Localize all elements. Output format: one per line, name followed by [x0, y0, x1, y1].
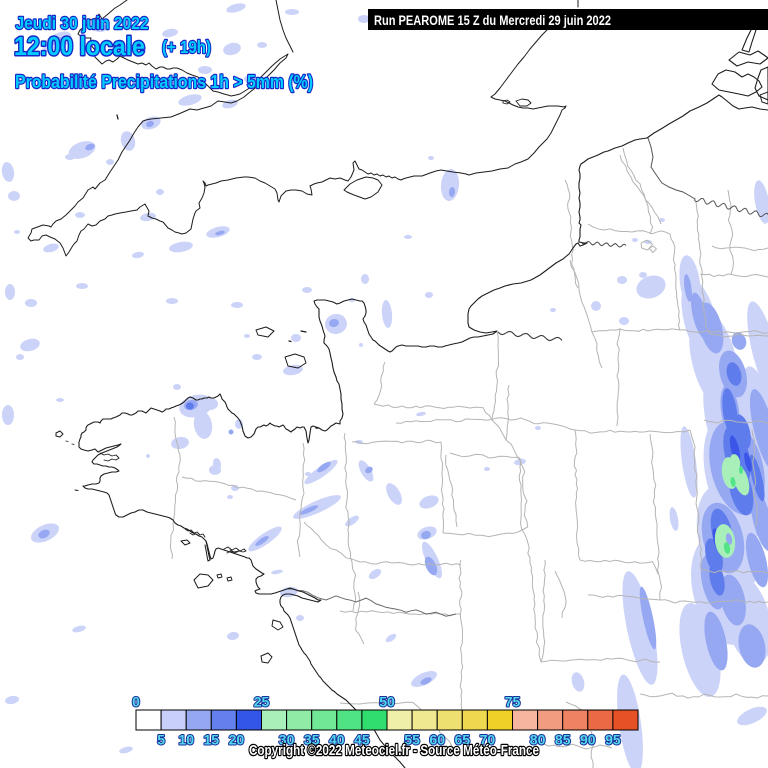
- svg-text:70: 70: [480, 732, 496, 748]
- svg-text:25: 25: [254, 694, 270, 710]
- svg-text:15: 15: [204, 732, 220, 748]
- svg-text:30: 30: [279, 732, 295, 748]
- svg-text:65: 65: [455, 732, 471, 748]
- svg-text:80: 80: [530, 732, 546, 748]
- svg-text:Jeudi 30 juin 2022: Jeudi 30 juin 2022: [16, 13, 149, 33]
- svg-text:85: 85: [555, 732, 571, 748]
- svg-text:45: 45: [354, 732, 370, 748]
- svg-text:50: 50: [379, 694, 395, 710]
- svg-text:55: 55: [404, 732, 420, 748]
- svg-text:75: 75: [505, 694, 521, 710]
- svg-text:Probabilité Precipitations 1h: Probabilité Precipitations 1h > 5mm (%): [15, 72, 313, 92]
- svg-text:60: 60: [429, 732, 445, 748]
- svg-text:90: 90: [580, 732, 596, 748]
- svg-text:10: 10: [178, 732, 194, 748]
- svg-text:Run PEAROME 15 Z du Mercredi 2: Run PEAROME 15 Z du Mercredi 29 juin 202…: [374, 12, 611, 28]
- svg-text:(+ 19h): (+ 19h): [162, 37, 211, 57]
- svg-text:20: 20: [229, 732, 245, 748]
- svg-text:40: 40: [329, 732, 345, 748]
- svg-text:0: 0: [132, 694, 140, 710]
- svg-text:35: 35: [304, 732, 320, 748]
- svg-text:Copyright ©2022 Meteociel.fr -: Copyright ©2022 Meteociel.fr - Source Mé…: [249, 743, 539, 759]
- svg-text:5: 5: [157, 732, 165, 748]
- svg-text:12:00 locale: 12:00 locale: [14, 31, 145, 61]
- svg-text:95: 95: [605, 732, 621, 748]
